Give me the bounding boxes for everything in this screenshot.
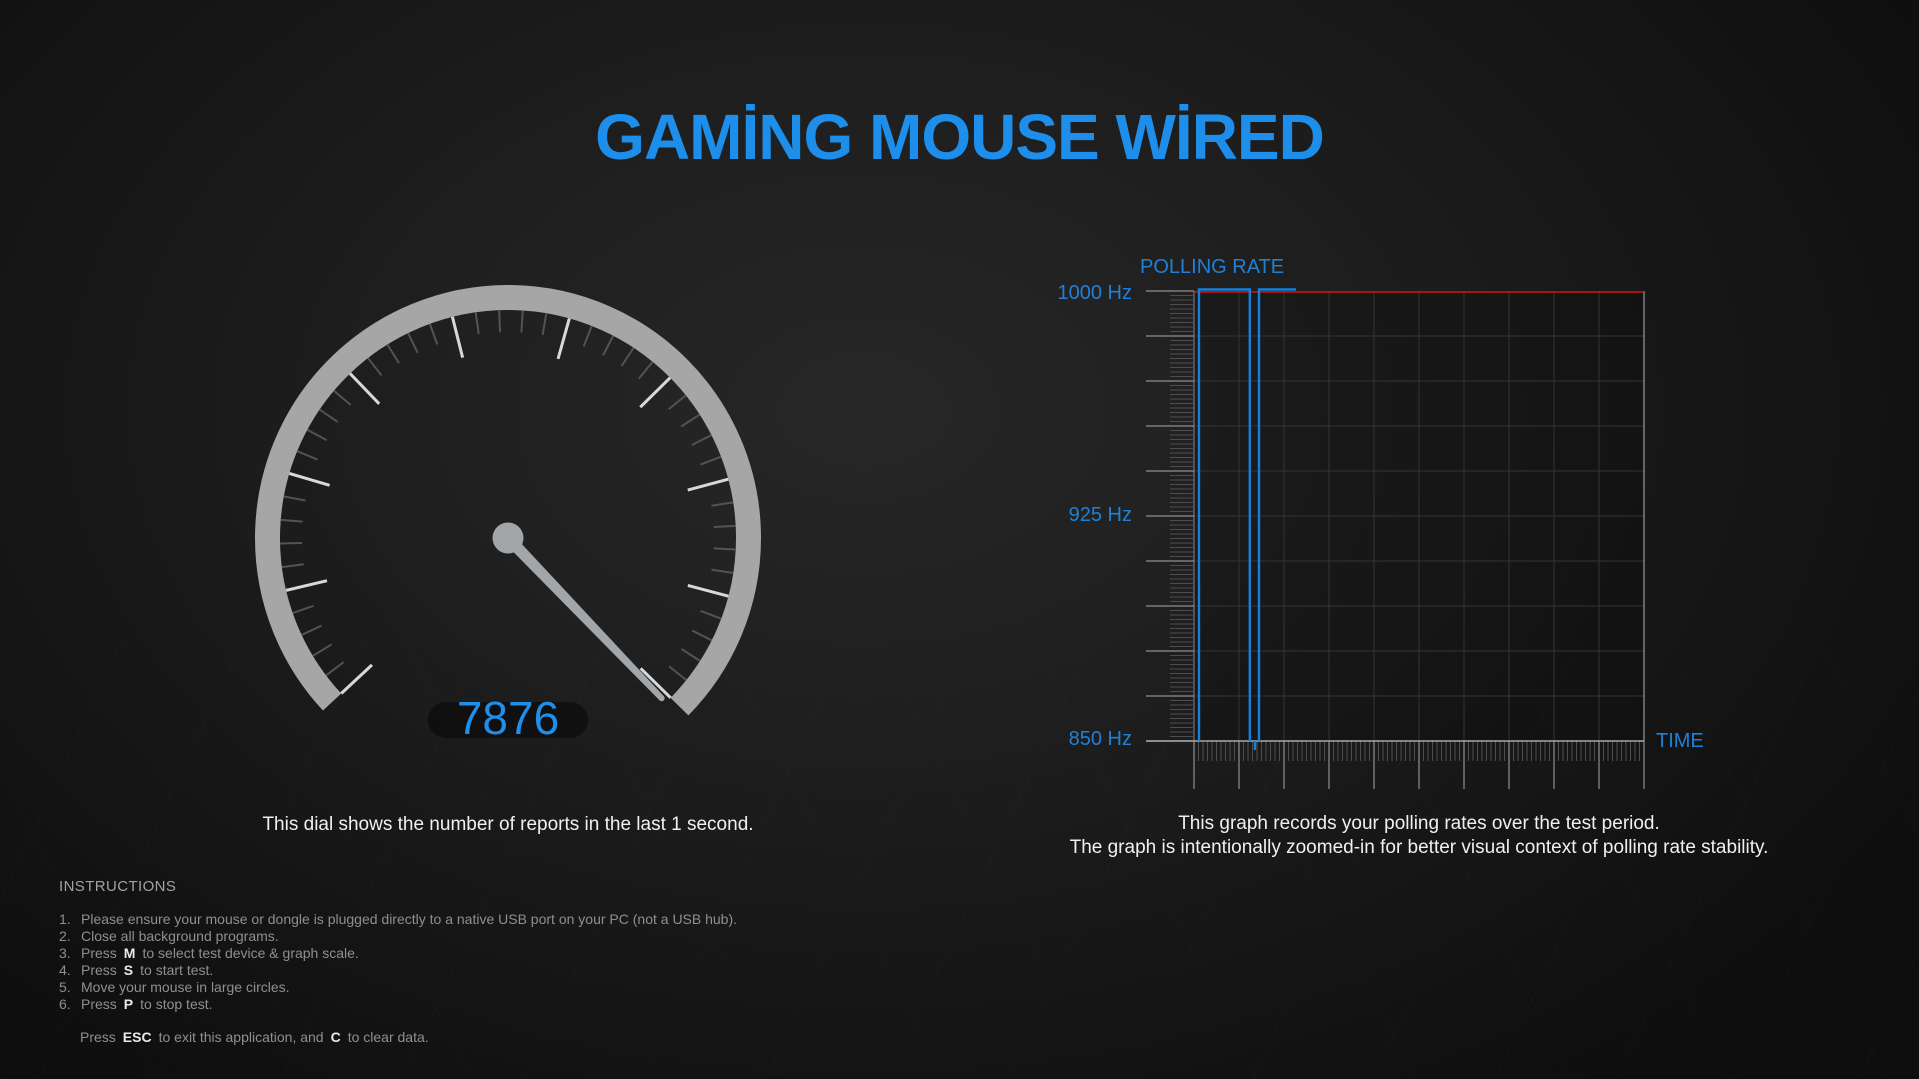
instructions-header: INSTRUCTIONS xyxy=(59,878,177,895)
instruction-number: 5. xyxy=(59,979,71,995)
dial-value: 7876 xyxy=(456,691,560,744)
instruction-text: Close all background programs. xyxy=(81,928,279,944)
graph-title: POLLING RATE xyxy=(1140,256,1285,278)
instruction-item-2: 2. Close all background programs. xyxy=(59,928,737,945)
instruction-item-5: 5. Move your mouse in large circles. xyxy=(59,979,737,996)
instruction-number: 2. xyxy=(59,928,71,944)
instruction-number: 4. xyxy=(59,962,71,978)
page-title: GAMİNG MOUSE WİRED xyxy=(595,101,1325,173)
instruction-number: 3. xyxy=(59,945,71,961)
key-hint-m: M xyxy=(123,945,136,961)
key-hint-c: C xyxy=(330,1029,341,1045)
instruction-text: Move your mouse in large circles. xyxy=(81,979,290,995)
dial-value-pill: 7876 xyxy=(428,692,588,744)
instruction-number: 6. xyxy=(59,996,71,1012)
y-axis-label-850hz: 850 Hz xyxy=(1068,728,1132,750)
instruction-text: Please ensure your mouse or dongle is pl… xyxy=(81,911,738,927)
graph-caption-line1: This graph records your polling rates ov… xyxy=(1178,813,1660,834)
instruction-number: 1. xyxy=(59,911,71,927)
key-hint-esc: ESC xyxy=(122,1029,152,1045)
polling-rate-gauge xyxy=(255,285,761,716)
graph-caption-line2: The graph is intentionally zoomed-in for… xyxy=(1069,837,1769,858)
x-axis-label-time: TIME xyxy=(1656,730,1704,752)
key-hint-s: S xyxy=(123,962,134,978)
y-axis-label-1000hz: 1000 Hz xyxy=(1057,282,1133,304)
dial-caption: This dial shows the number of reports in… xyxy=(262,814,754,835)
instruction-item-1: 1. Please ensure your mouse or dongle is… xyxy=(59,911,737,928)
y-axis-label-925hz: 925 Hz xyxy=(1068,504,1132,526)
instructions-panel: INSTRUCTIONS 1. Please ensure your mouse… xyxy=(59,879,737,1046)
key-hint-p: P xyxy=(123,996,134,1012)
polling-rate-chart xyxy=(1146,288,1645,789)
